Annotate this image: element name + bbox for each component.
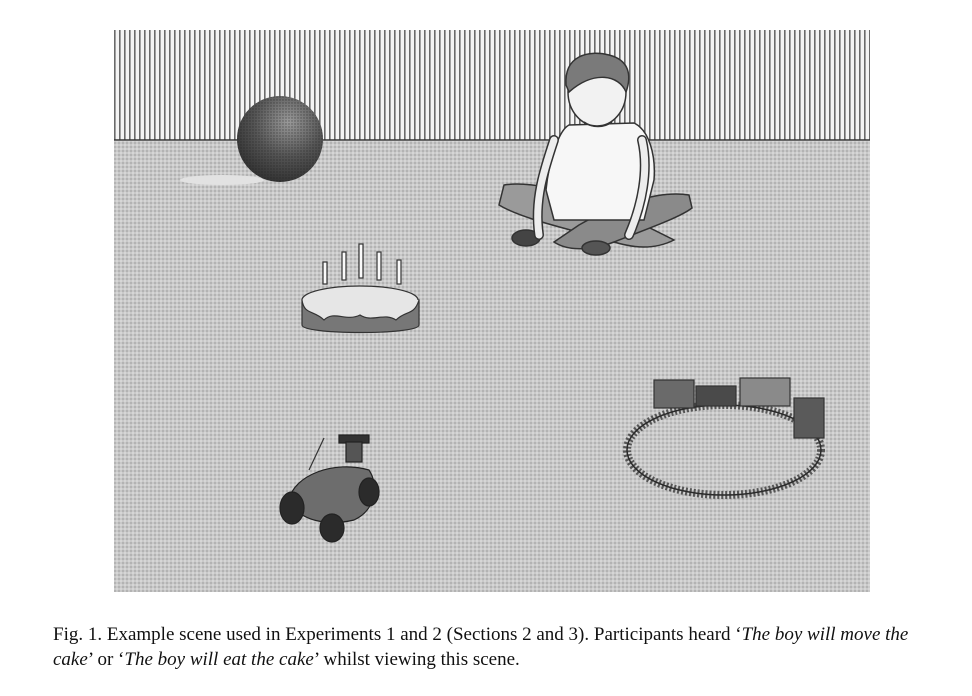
wall-stripes [114,30,870,140]
caption-label: Fig. 1. [53,624,103,645]
cake-icon [301,243,420,334]
caption-quote-1: The boy will move the cake [53,624,909,670]
train-icon [623,377,825,499]
toy-car-icon [279,434,380,543]
ball-icon [180,96,323,185]
figure-caption: Fig. 1. Example scene used in Experiment… [53,622,933,672]
carpet-floor [114,141,870,592]
scene-figure [114,30,870,592]
caption-text-3: ’ whilst viewing this scene. [313,649,520,670]
boy-figure [498,52,693,256]
caption-text-2: ’ or ‘ [87,649,125,670]
caption-quote-2: The boy will eat the cake [124,649,314,670]
caption-text-1: Example scene used in Experiments 1 and … [102,624,742,645]
